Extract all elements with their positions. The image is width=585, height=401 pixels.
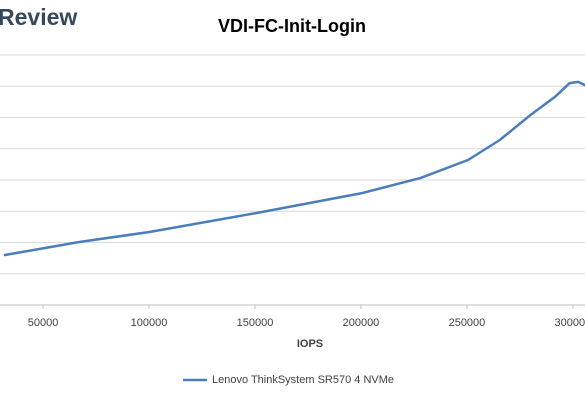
series-line xyxy=(3,80,585,257)
x-tick-label: 250000 xyxy=(449,317,486,329)
legend-label: Lenovo ThinkSystem SR570 4 NVMe xyxy=(212,374,394,386)
x-tick-label: 50000 xyxy=(28,317,59,329)
x-axis-title: IOPS xyxy=(297,338,323,350)
x-tick-label: 100000 xyxy=(131,317,168,329)
x-tick-label: 200000 xyxy=(343,317,380,329)
x-tick-label: 150000 xyxy=(237,317,274,329)
logo: Review xyxy=(0,4,77,30)
x-tick-label: 300000 xyxy=(555,317,585,329)
chart-title: VDI-FC-Init-Login xyxy=(218,16,366,36)
